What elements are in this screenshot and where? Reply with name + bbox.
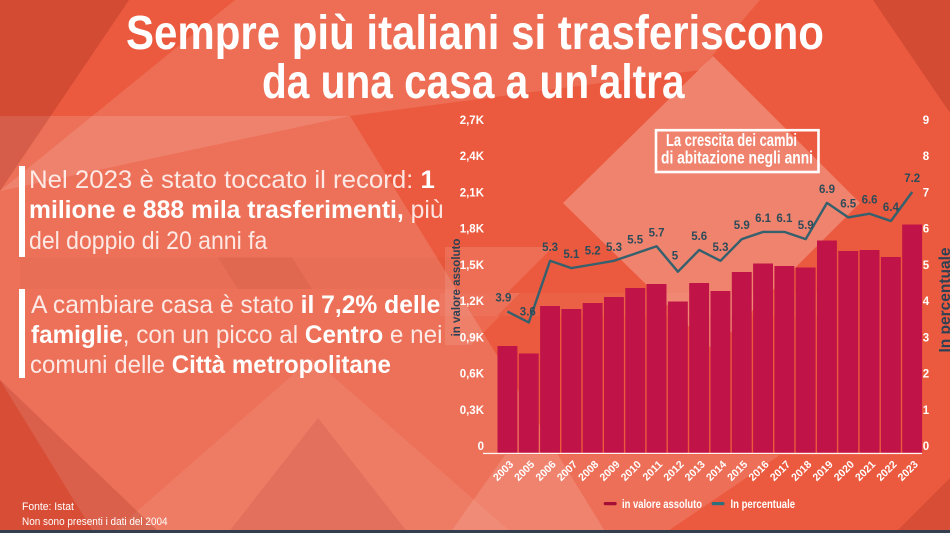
svg-text:5.3: 5.3 xyxy=(542,242,558,254)
svg-text:5.3: 5.3 xyxy=(606,242,622,254)
svg-text:1,2K: 1,2K xyxy=(460,296,485,308)
svg-text:7.2: 7.2 xyxy=(904,173,920,185)
svg-text:2020: 2020 xyxy=(832,459,857,484)
svg-text:La crescita dei cambi: La crescita dei cambi xyxy=(666,130,797,150)
svg-text:2021: 2021 xyxy=(853,459,878,484)
svg-text:6.6: 6.6 xyxy=(862,195,878,207)
svg-text:2,1K: 2,1K xyxy=(460,188,485,200)
svg-text:0,3K: 0,3K xyxy=(460,405,485,417)
svg-text:In percentuale: In percentuale xyxy=(731,499,796,511)
svg-text:2017: 2017 xyxy=(768,459,793,484)
svg-text:2,7K: 2,7K xyxy=(460,115,485,127)
svg-text:2: 2 xyxy=(923,369,929,381)
svg-text:2015: 2015 xyxy=(725,459,750,484)
svg-text:6.5: 6.5 xyxy=(840,198,857,210)
svg-text:2016: 2016 xyxy=(747,459,772,484)
svg-text:In percentuale: In percentuale xyxy=(937,247,950,352)
svg-text:6.1: 6.1 xyxy=(776,213,793,225)
svg-text:2006: 2006 xyxy=(534,459,559,484)
svg-text:5.7: 5.7 xyxy=(649,227,665,239)
svg-text:5.9: 5.9 xyxy=(798,220,814,232)
svg-text:5.3: 5.3 xyxy=(713,242,729,254)
svg-text:in valore assoluto: in valore assoluto xyxy=(451,239,463,337)
svg-text:2005: 2005 xyxy=(512,459,537,484)
svg-text:2014: 2014 xyxy=(704,459,729,484)
svg-text:9: 9 xyxy=(923,115,929,127)
svg-text:5.5: 5.5 xyxy=(627,235,644,247)
svg-text:5.9: 5.9 xyxy=(734,220,750,232)
svg-text:2011: 2011 xyxy=(640,459,665,484)
svg-text:2022: 2022 xyxy=(874,459,899,484)
svg-text:2008: 2008 xyxy=(576,459,601,484)
svg-text:1,5K: 1,5K xyxy=(460,260,485,272)
svg-text:0: 0 xyxy=(923,441,929,453)
svg-text:1,8K: 1,8K xyxy=(460,224,485,236)
svg-text:0: 0 xyxy=(478,441,484,453)
svg-text:7: 7 xyxy=(923,188,929,200)
svg-text:5: 5 xyxy=(672,251,679,263)
svg-text:5: 5 xyxy=(923,260,930,272)
svg-text:2,4K: 2,4K xyxy=(460,151,485,163)
svg-text:2019: 2019 xyxy=(810,459,835,484)
svg-text:6: 6 xyxy=(923,224,929,236)
svg-text:2003: 2003 xyxy=(491,459,516,484)
svg-text:6.9: 6.9 xyxy=(819,184,835,196)
svg-text:1: 1 xyxy=(923,405,930,417)
svg-text:2018: 2018 xyxy=(789,459,814,484)
svg-text:0,9K: 0,9K xyxy=(460,332,485,344)
svg-text:2013: 2013 xyxy=(683,459,708,484)
svg-text:2023: 2023 xyxy=(896,459,921,484)
svg-text:6.1: 6.1 xyxy=(755,213,772,225)
svg-text:3: 3 xyxy=(923,332,929,344)
svg-text:3.9: 3.9 xyxy=(495,293,511,305)
svg-text:2009: 2009 xyxy=(597,459,622,484)
svg-text:2007: 2007 xyxy=(555,459,580,484)
svg-text:2010: 2010 xyxy=(619,459,644,484)
svg-text:5.6: 5.6 xyxy=(691,231,707,243)
svg-text:4: 4 xyxy=(923,296,930,308)
svg-text:0,6K: 0,6K xyxy=(460,369,485,381)
svg-text:6.4: 6.4 xyxy=(883,202,900,214)
svg-text:8: 8 xyxy=(923,151,930,163)
svg-text:5.2: 5.2 xyxy=(585,246,601,258)
svg-text:in valore assoluto: in valore assoluto xyxy=(622,499,702,511)
svg-text:2012: 2012 xyxy=(661,459,686,484)
svg-text:5.1: 5.1 xyxy=(563,249,580,261)
svg-text:3.6: 3.6 xyxy=(520,306,536,318)
svg-text:di abitazione negli anni: di abitazione negli anni xyxy=(661,148,813,168)
